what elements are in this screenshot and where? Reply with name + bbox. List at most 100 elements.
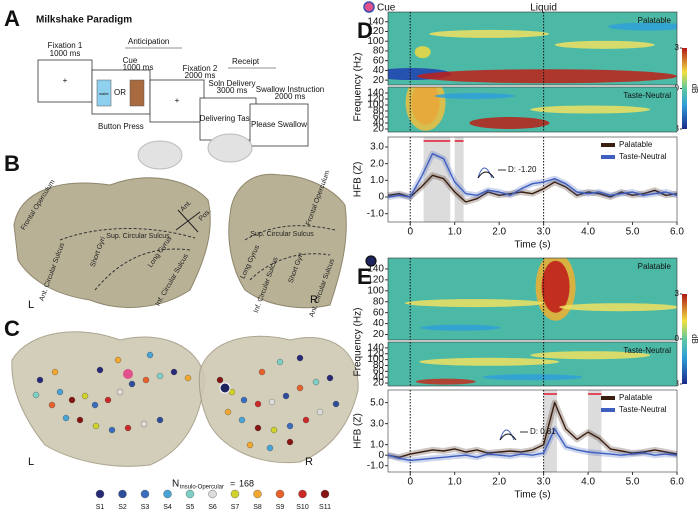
hemisphere-label: L bbox=[28, 456, 34, 468]
screen-text: Delivering Taste bbox=[200, 114, 257, 123]
electrode bbox=[76, 416, 84, 424]
y-tick-label: 20 bbox=[373, 329, 385, 340]
heatmap-blob bbox=[405, 87, 446, 131]
electrode bbox=[296, 384, 304, 392]
legend-label: S4 bbox=[163, 504, 172, 511]
electrode bbox=[286, 438, 294, 446]
step-label: Cue bbox=[123, 56, 138, 65]
panel-c: C L R N insulo-Opercular = 168 S1 S2 S3 S4 S… bbox=[4, 316, 359, 511]
colorbar-tick-label: 0 bbox=[675, 334, 680, 343]
electrode bbox=[216, 376, 224, 384]
electrode bbox=[104, 396, 112, 404]
sulcus-line bbox=[59, 228, 196, 291]
colorbar bbox=[682, 294, 687, 384]
y-tick-label: 3.0 bbox=[370, 142, 384, 153]
x-tick-label: 1.0 bbox=[448, 477, 462, 488]
step-duration: 3000 ms bbox=[217, 86, 248, 95]
heatmap-blob bbox=[530, 351, 651, 360]
legend-swatch bbox=[185, 489, 195, 499]
plot-frame bbox=[387, 389, 678, 473]
y-tick-label: 20 bbox=[373, 124, 385, 135]
y-tick-label: 80 bbox=[373, 360, 385, 371]
screen-text: + bbox=[63, 76, 68, 85]
electrode bbox=[92, 422, 100, 430]
heatmap-blob bbox=[554, 40, 655, 49]
colorbar-tick-label: 3 bbox=[675, 43, 680, 52]
electrode bbox=[184, 374, 192, 382]
panel-label: E bbox=[357, 264, 372, 289]
insula-left bbox=[13, 177, 211, 308]
cup-milkshake bbox=[129, 79, 145, 107]
electrode bbox=[286, 422, 294, 430]
heatmap-label: Taste-Neutral bbox=[623, 346, 671, 355]
cup-label: water bbox=[99, 91, 109, 96]
step-label: Swallow Instruction bbox=[256, 85, 324, 94]
step-duration: 2000 ms bbox=[275, 92, 306, 101]
inset-curve bbox=[499, 433, 517, 441]
x-tick-label: 0 bbox=[407, 227, 413, 238]
inset-label: D: -1.20 bbox=[508, 165, 537, 174]
legend-label: S8 bbox=[253, 504, 262, 511]
brain-icon bbox=[207, 133, 253, 163]
insula-right bbox=[228, 173, 347, 309]
legend-swatch bbox=[230, 489, 240, 499]
x-tick-label: 6.0 bbox=[670, 477, 684, 488]
hemisphere-label: R bbox=[310, 294, 318, 306]
y-tick-label: -1.0 bbox=[367, 460, 385, 471]
electrode bbox=[312, 378, 320, 386]
paradigm-title: Milkshake Paradigm bbox=[36, 15, 132, 26]
y-tick-label: 140 bbox=[367, 264, 384, 275]
y-tick-label: 120 bbox=[367, 26, 384, 37]
x-tick-label: 4.0 bbox=[581, 477, 595, 488]
electrode bbox=[238, 416, 246, 424]
legend-label: Palatable bbox=[619, 393, 653, 402]
y-tick-label: 100 bbox=[367, 36, 384, 47]
x-tick-label: 3.0 bbox=[537, 227, 551, 238]
x-axis-label: Time (s) bbox=[514, 490, 550, 501]
legend-label: S5 bbox=[186, 504, 195, 511]
electrode-marker bbox=[363, 1, 375, 13]
legend-label: S2 bbox=[118, 504, 127, 511]
screen-text: OR bbox=[114, 88, 126, 97]
heatmap-image bbox=[388, 87, 677, 132]
x-tick-label: 6.0 bbox=[670, 227, 684, 238]
legend-swatch bbox=[320, 489, 330, 499]
heatmap-blob bbox=[420, 324, 501, 331]
heatmap-frame bbox=[387, 11, 678, 86]
electrode bbox=[124, 424, 132, 432]
y-tick-label: 100 bbox=[367, 100, 384, 111]
step-duration: 2000 ms bbox=[185, 71, 216, 80]
electrode bbox=[91, 401, 99, 409]
electrode bbox=[326, 374, 334, 382]
heatmap-blob bbox=[414, 46, 431, 59]
phase-label: Receipt bbox=[232, 57, 260, 66]
step-label: Fixation 2 bbox=[183, 64, 218, 73]
legend-label: S10 bbox=[296, 504, 309, 511]
electrode bbox=[62, 414, 70, 422]
y-tick-label: 40 bbox=[373, 65, 385, 76]
electrode bbox=[296, 354, 304, 362]
x-tick-label: 3.0 bbox=[537, 477, 551, 488]
electrode bbox=[48, 401, 56, 409]
x-tick-label: 1.0 bbox=[448, 227, 462, 238]
y-tick-label: 20 bbox=[373, 75, 385, 86]
x-tick-label: 5.0 bbox=[626, 477, 640, 488]
colorbar-label: dB bbox=[690, 84, 698, 94]
electrode bbox=[316, 408, 324, 416]
significance-shade bbox=[588, 390, 602, 472]
button-press: Button Press bbox=[98, 122, 144, 131]
region-label: Sup. Circular Sulcus bbox=[106, 233, 170, 240]
y-tick-label: 0 bbox=[378, 450, 384, 461]
electrode bbox=[270, 426, 278, 434]
y-tick-label: 80 bbox=[373, 106, 385, 117]
screen bbox=[149, 79, 205, 123]
electrode bbox=[140, 420, 148, 428]
y-axis-label: Frequency (Hz) bbox=[353, 308, 364, 377]
highlight-electrode bbox=[123, 369, 133, 379]
legend-label: Palatable bbox=[619, 140, 653, 149]
x-tick-label: 2.0 bbox=[492, 227, 506, 238]
legend-swatch bbox=[208, 489, 217, 499]
electrode-marker bbox=[365, 255, 377, 267]
y-axis-label: HFB (Z) bbox=[353, 413, 364, 449]
